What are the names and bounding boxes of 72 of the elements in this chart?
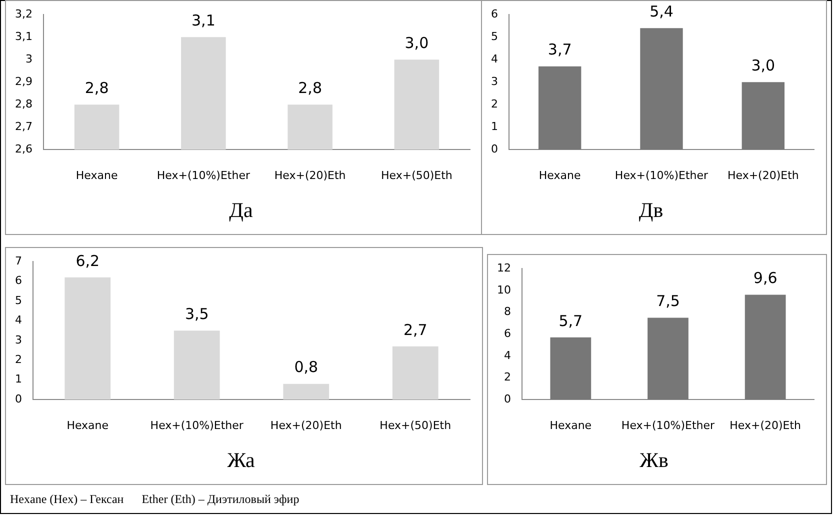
bar [742,82,785,150]
y-tick-label: 2,7 [14,120,32,133]
y-tick-label: 3,2 [14,7,32,20]
data-label: 2,8 [84,78,109,97]
x-tick-label: Hexane [76,169,118,182]
y-tick-label: 5 [15,294,22,307]
data-label: 3,1 [192,11,216,30]
bar [648,318,688,400]
y-tick-label: 2 [491,97,498,110]
y-tick-label: 0 [491,142,498,156]
y-tick-label: 4 [15,314,22,327]
x-tick-label: Hexane [66,419,109,432]
x-tick-label: Hex+(10%)Ether [150,419,244,432]
data-label: 0,8 [294,358,318,376]
x-tick-label: Hex+(50)Eth [380,419,452,432]
text: Жв [640,448,668,472]
bar [174,330,220,400]
y-tick-label: 2,8 [14,97,32,110]
text: Дв [638,198,664,222]
y-tick-label: 6 [15,274,22,288]
data-label: 3,0 [404,34,429,52]
x-tick-label: Hex+(10%)Ether [621,419,716,432]
data-label: 2,7 [403,320,428,339]
text: Да [229,198,254,222]
x-tick-label: Hex+(50)Eth [380,169,452,182]
y-tick-label: 3 [25,52,32,66]
data-label: 3,7 [548,40,572,59]
data-label: 3,0 [751,56,776,74]
bar [64,277,111,400]
y-tick-label: 0 [504,392,511,406]
data-label: 2,8 [298,78,322,97]
y-tick-label: 4 [504,348,511,362]
x-tick-label: Hex+(10%)Ether [614,169,709,182]
x-tick-label: Hexane [538,169,581,182]
x-tick-label: Hex+(20)Eth [727,169,799,182]
text: Жа [227,448,256,472]
y-tick-label: 2,6 [14,142,32,156]
bar [744,294,786,400]
y-tick-label: 5 [491,30,498,43]
text: Hexane (Hex) – Гексан Ether (Eth) – Диэтиловый эфир [10,492,300,507]
y-tick-label: 0 [15,392,22,406]
data-label: 7,5 [656,292,680,310]
y-tick-label: 3,1 [14,30,32,43]
x-tick-label: Hex+(20)Eth [270,419,342,432]
data-label: 9,6 [753,269,778,288]
y-tick-label: 6 [504,326,511,340]
x-tick-label: Hexane [550,419,592,432]
bar [538,66,582,150]
data-label: 3,5 [184,304,209,323]
y-tick-label: 8 [504,305,511,318]
y-tick-label: 3 [15,333,22,346]
bar [640,28,683,150]
y-tick-label: 2 [504,370,511,384]
y-tick-label: 10 [496,283,511,296]
y-tick-label: 12 [496,261,511,274]
y-tick-label: 2 [15,353,22,366]
x-tick-label: Hex+(20)Eth [730,419,802,432]
data-label: 5,7 [558,312,583,330]
data-label: 5,4 [650,2,674,20]
y-tick-label: 7 [15,254,22,268]
y-tick-label: 2,9 [14,74,32,88]
y-tick-label: 4 [491,52,498,66]
x-tick-label: Hex+(20)Eth [274,169,346,182]
y-tick-label: 1 [491,120,498,133]
bar [283,384,330,400]
y-tick-label: 3 [491,74,498,88]
y-tick-label: 1 [15,372,22,386]
x-tick-label: Hex+(10%)Ether [156,169,250,182]
y-tick-label: 6 [491,7,498,20]
data-label: 6,2 [76,252,100,270]
bar [392,346,438,400]
bar [550,337,592,400]
